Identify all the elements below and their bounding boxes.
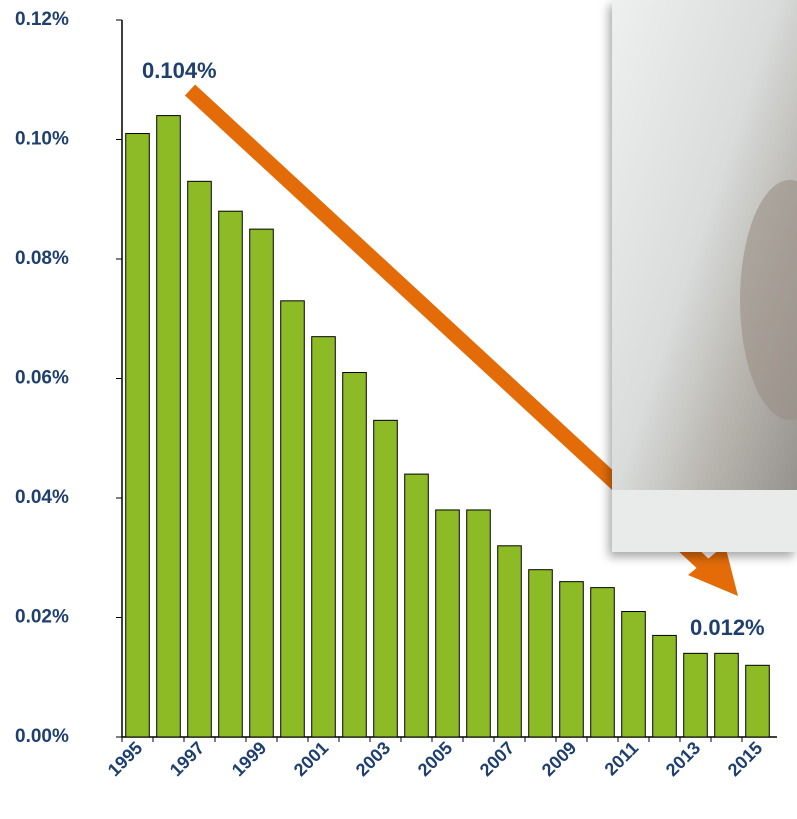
bar: [187, 180, 212, 738]
bar: [218, 210, 243, 738]
bar: [590, 587, 615, 738]
bar: [683, 652, 708, 738]
bar: [280, 300, 305, 738]
x-tick-label: 2001: [290, 738, 332, 780]
x-tick-label: 2011: [601, 738, 643, 780]
x-tick-label: 1997: [166, 738, 208, 780]
bar: [745, 664, 770, 738]
x-tick-label: 1999: [228, 738, 270, 780]
bar: [311, 336, 336, 738]
bar: [156, 115, 181, 738]
arrow-head: [688, 545, 738, 596]
bar: [404, 473, 429, 738]
photo-table: [612, 490, 797, 552]
x-tick-label: 2009: [538, 738, 580, 780]
bar: [528, 569, 553, 738]
annotation: 0.104%: [142, 58, 217, 83]
y-tick-label: 0.12%: [15, 9, 69, 30]
y-tick-label: 0.00%: [15, 726, 69, 747]
x-tick-label: 2003: [352, 738, 394, 780]
y-tick-label: 0.04%: [15, 487, 69, 508]
photo-figure: [740, 180, 797, 420]
bar: [497, 545, 522, 738]
bar: [621, 611, 646, 738]
annotation: 0.012%: [690, 615, 765, 640]
bar: [125, 133, 150, 738]
bar: [714, 652, 739, 738]
bar: [559, 581, 584, 738]
x-tick-label: 1995: [104, 738, 146, 780]
y-tick-label: 0.08%: [15, 248, 69, 269]
bar: [466, 509, 491, 738]
x-tick-label: 2013: [662, 738, 704, 780]
bar: [373, 419, 398, 738]
bar: [652, 634, 677, 738]
y-tick-label: 0.06%: [15, 368, 69, 389]
x-tick-label: 2007: [476, 738, 518, 780]
x-tick-label: 2015: [724, 738, 766, 780]
bar: [342, 372, 367, 738]
y-tick-label: 0.02%: [15, 607, 69, 628]
bar: [435, 509, 460, 738]
y-tick-label: 0.10%: [15, 129, 69, 150]
bar: [249, 228, 274, 738]
photo: [612, 0, 797, 552]
x-tick-label: 2005: [414, 738, 456, 780]
